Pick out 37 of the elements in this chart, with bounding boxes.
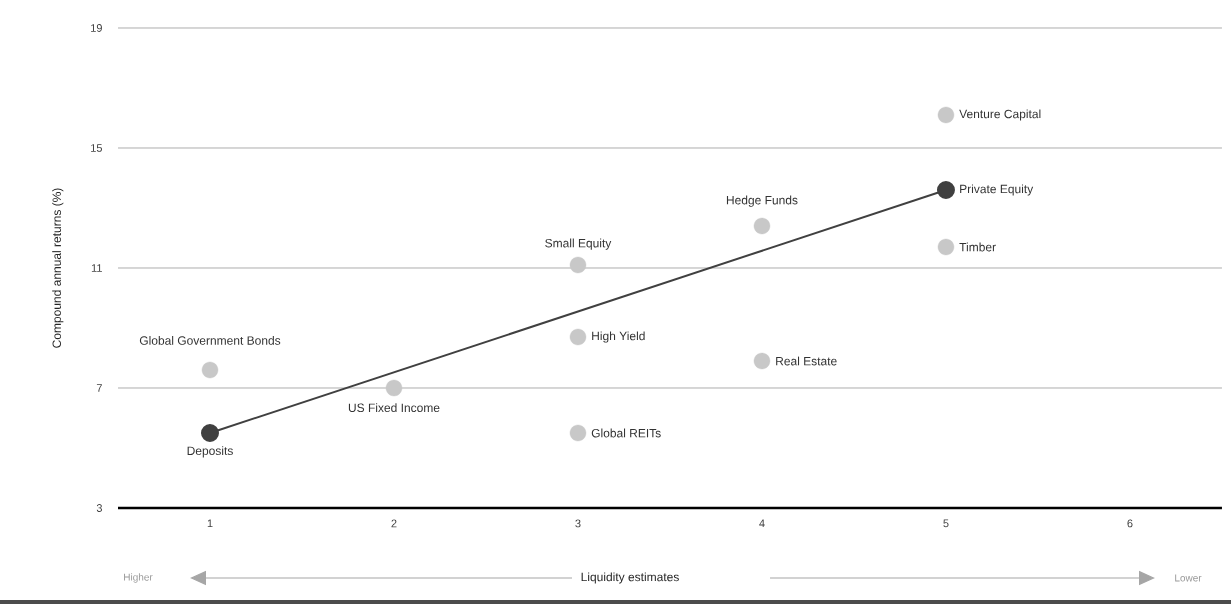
point (937, 238, 955, 256)
point (385, 379, 403, 397)
point (569, 256, 587, 274)
x-tick-label: 6 (1127, 519, 1133, 528)
annotation: Private Equity (960, 184, 1034, 196)
point (753, 217, 771, 235)
point (936, 181, 955, 199)
annotation: Hedge Funds (726, 195, 798, 207)
point (937, 106, 955, 124)
annotation: High Yield (592, 331, 645, 343)
text: Lower (1175, 574, 1202, 582)
annotation: Small Equity (545, 238, 612, 250)
y-axis-title: Compound annual returns (%) (52, 188, 64, 348)
x-tick-label: 2 (391, 519, 397, 528)
point (753, 352, 771, 370)
annotation: Deposits (187, 446, 233, 458)
x-tick-label: 3 (575, 519, 581, 528)
annotation: Timber (959, 242, 996, 252)
annotation: Real Estate (776, 356, 837, 366)
y-tick-label: 7 (96, 384, 102, 392)
y-tick-label: 15 (91, 144, 102, 152)
x-axis-title: Liquidity estimates (581, 572, 679, 584)
point (569, 328, 587, 346)
annotation: US Fixed Income (348, 403, 440, 412)
x-tick-label: 1 (207, 519, 213, 528)
annotation: Global REITs (591, 428, 661, 438)
x-tick-label: 5 (943, 519, 949, 528)
point (569, 424, 587, 442)
y-tick-label: 19 (91, 24, 102, 32)
point (201, 361, 219, 379)
annotation: Global Government Bonds (139, 335, 281, 345)
point (201, 424, 219, 442)
y-tick-label: 11 (91, 264, 102, 272)
annotation: Venture Capital (959, 109, 1041, 121)
y-tick-label: 3 (96, 504, 102, 512)
text: Higher (124, 573, 153, 583)
x-tick-label: 4 (759, 519, 765, 528)
